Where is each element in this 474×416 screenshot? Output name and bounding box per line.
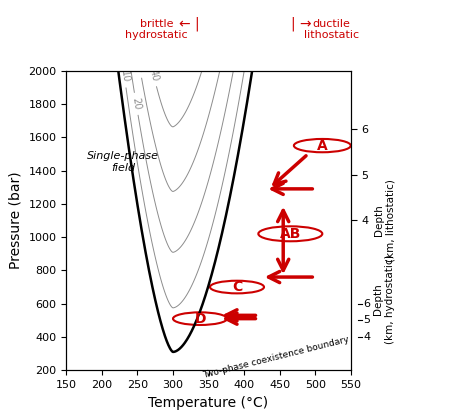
Text: Two-phase coexistence boundary: Two-phase coexistence boundary	[202, 334, 350, 380]
Text: 10: 10	[118, 70, 130, 83]
Text: C: C	[232, 280, 242, 294]
Text: D: D	[194, 312, 206, 326]
Text: 40: 40	[147, 68, 160, 83]
Y-axis label: Pressure (bar): Pressure (bar)	[9, 172, 23, 269]
Text: ← |: ← |	[179, 17, 200, 31]
Y-axis label: Depth
(km, lithostatic): Depth (km, lithostatic)	[374, 179, 395, 262]
Text: Single-phase
field: Single-phase field	[87, 151, 159, 173]
Text: 6: 6	[363, 299, 370, 309]
Text: ductile
lithostatic: ductile lithostatic	[304, 19, 359, 40]
Text: Depth
(km, hydrostatic): Depth (km, hydrostatic)	[373, 255, 395, 344]
Text: 4: 4	[363, 332, 370, 342]
Text: 30: 30	[134, 60, 146, 74]
Text: 20: 20	[130, 97, 142, 111]
Text: brittle
hydrostatic: brittle hydrostatic	[125, 19, 188, 40]
Text: A: A	[317, 139, 328, 153]
Text: AB: AB	[280, 227, 301, 241]
X-axis label: Temperature (°C): Temperature (°C)	[148, 396, 269, 409]
Text: 5: 5	[363, 315, 370, 325]
Text: | →: | →	[291, 17, 311, 31]
